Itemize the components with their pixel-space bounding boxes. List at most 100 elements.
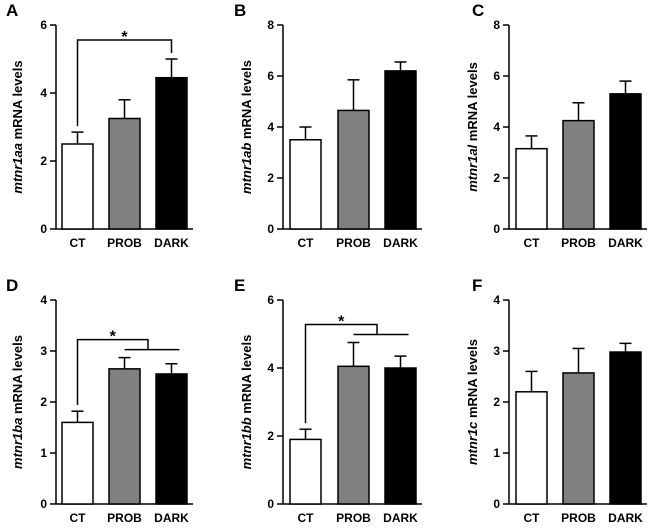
y-tick-label: 0: [493, 497, 500, 511]
category-label: CT: [524, 236, 541, 250]
y-axis-label-gene: mtnr1ab: [239, 143, 254, 194]
y-axis-label-gene: mtnr1ba: [10, 418, 25, 469]
bar-ct: [289, 139, 322, 230]
category-label: DARK: [608, 511, 643, 525]
significance-star: *: [121, 29, 128, 46]
y-tick-label: 0: [267, 222, 274, 236]
y-tick-label: 6: [267, 293, 274, 307]
bar-ct: [515, 147, 548, 230]
y-axis-label: mtnr1ba mRNA levels: [10, 335, 25, 469]
significance-bracket: [304, 323, 378, 424]
panel-letter: B: [234, 1, 246, 20]
category-label: PROB: [107, 236, 142, 250]
y-tick-label: 2: [40, 395, 47, 409]
category-label: PROB: [336, 511, 371, 525]
category-label: CT: [524, 511, 541, 525]
category-label: CT: [70, 236, 87, 250]
bar-dark: [609, 351, 642, 505]
y-tick-label: 4: [493, 293, 500, 307]
y-tick-label: 4: [40, 86, 47, 100]
y-axis-label: mtnr1aa mRNA levels: [10, 60, 25, 193]
y-tick-label: 8: [493, 18, 500, 32]
category-label: DARK: [608, 236, 643, 250]
bar-prob: [108, 117, 141, 230]
bar-ct: [61, 143, 94, 230]
bar-ct: [61, 421, 94, 505]
y-tick-label: 6: [40, 18, 47, 32]
bar-dark: [384, 70, 417, 230]
y-axis-label-units: mRNA levels: [10, 335, 25, 414]
category-label: DARK: [383, 511, 418, 525]
significance-star: *: [338, 314, 345, 331]
y-axis-label-units: mRNA levels: [465, 339, 480, 418]
panel-letter: C: [472, 1, 484, 20]
y-axis-label-units: mRNA levels: [239, 335, 254, 414]
category-label: CT: [298, 511, 315, 525]
category-label: CT: [298, 236, 315, 250]
panel-letter: E: [234, 276, 245, 295]
category-label: PROB: [561, 236, 596, 250]
bar-prob: [337, 109, 370, 230]
y-tick-label: 4: [493, 120, 500, 134]
significance-star: *: [110, 329, 117, 346]
y-tick-label: 2: [493, 171, 500, 185]
y-tick-label: 2: [267, 429, 274, 443]
bar-prob: [562, 372, 595, 505]
category-label: PROB: [561, 511, 596, 525]
y-tick-label: 4: [267, 120, 274, 134]
panel-letter: A: [6, 1, 18, 20]
y-tick-label: 4: [40, 293, 47, 307]
y-axis-label-gene: mtnr1c: [465, 421, 480, 465]
category-label: DARK: [154, 236, 189, 250]
significance-bracket: [76, 39, 173, 127]
panel-letter: D: [6, 276, 18, 295]
y-axis-label-units: mRNA levels: [239, 60, 254, 139]
y-tick-label: 0: [40, 497, 47, 511]
category-label: PROB: [107, 511, 142, 525]
panel-letter: F: [472, 276, 482, 295]
bar-ct: [515, 391, 548, 505]
category-label: CT: [70, 511, 87, 525]
y-tick-label: 3: [493, 344, 500, 358]
y-tick-label: 3: [40, 344, 47, 358]
panel-A: A 0 2 4 6 mtnr1aa mRNA levels CT PROB DARK *: [6, 1, 193, 250]
y-axis-label-units: mRNA levels: [465, 62, 480, 141]
y-axis-label: mtnr1bb mRNA levels: [239, 335, 254, 470]
category-label: DARK: [154, 511, 189, 525]
y-tick-label: 4: [267, 361, 274, 375]
bar-dark: [155, 76, 188, 230]
y-tick-label: 1: [493, 446, 500, 460]
y-axis-label-units: mRNA levels: [10, 60, 25, 139]
y-tick-label: 0: [493, 222, 500, 236]
bar-dark: [609, 93, 642, 230]
y-tick-label: 6: [267, 69, 274, 83]
y-axis-label-gene: mtnr1bb: [239, 417, 254, 469]
bar-dark: [384, 367, 417, 505]
panel-D: D 0 1 2 3 4 mtnr1ba mRNA levels CT PROB DARK *: [6, 276, 193, 525]
y-tick-label: 6: [493, 69, 500, 83]
bar-prob: [562, 119, 595, 230]
y-tick-label: 2: [40, 154, 47, 168]
panel-F: F 0 1 2 3 4 mtnr1c mRNA levels CT PROB DARK: [465, 276, 647, 525]
y-tick-label: 2: [267, 171, 274, 185]
panel-B: B 0 2 4 6 8 mtnr1ab mRNA levels CT PROB DARK: [234, 1, 422, 250]
y-tick-label: 0: [40, 222, 47, 236]
y-tick-label: 0: [267, 497, 274, 511]
category-label: DARK: [383, 236, 418, 250]
significance-bracket: [76, 338, 149, 406]
y-axis-label-gene: mtnr1al: [465, 144, 480, 191]
y-tick-label: 1: [40, 446, 47, 460]
bar-ct: [289, 438, 322, 505]
y-axis-label: mtnr1c mRNA levels: [465, 339, 480, 465]
bar-prob: [337, 365, 370, 505]
y-axis-label-gene: mtnr1aa: [10, 143, 25, 194]
y-axis-label: mtnr1ab mRNA levels: [239, 60, 254, 194]
y-tick-label: 8: [267, 18, 274, 32]
bar-prob: [108, 368, 141, 505]
panel-C: C 0 2 4 6 8 mtnr1al mRNA levels CT PROB DARK: [465, 1, 647, 250]
panel-E: E 0 2 4 6 mtnr1bb mRNA levels CT PROB DARK *: [234, 276, 422, 525]
bar-dark: [155, 373, 188, 505]
y-tick-label: 2: [493, 395, 500, 409]
y-axis-label: mtnr1al mRNA levels: [465, 62, 480, 192]
category-label: PROB: [336, 236, 371, 250]
